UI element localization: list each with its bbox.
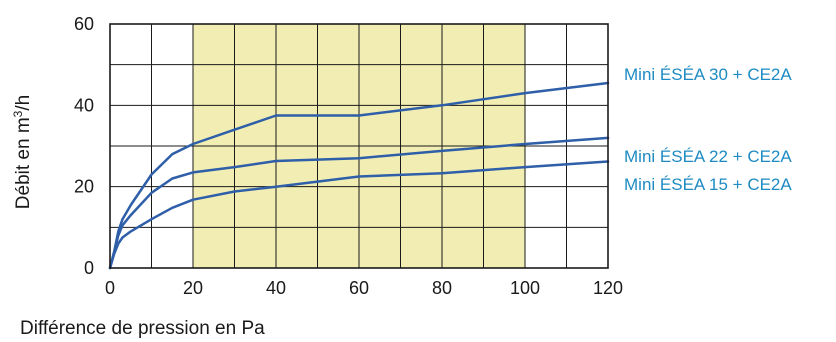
x-tick-label: 80 bbox=[432, 278, 452, 298]
y-axis-title-superscript: 3 bbox=[11, 110, 25, 117]
x-tick-label: 60 bbox=[349, 278, 369, 298]
series-line-3 bbox=[108, 160, 610, 270]
y-axis-title-main: Débit en m bbox=[13, 117, 34, 209]
x-tick-label: 0 bbox=[105, 278, 115, 298]
x-tick-label: 40 bbox=[266, 278, 286, 298]
series-label-1: Mini ÉSÉA 30 + CE2A bbox=[624, 65, 792, 84]
y-tick-label: 0 bbox=[84, 258, 94, 278]
y-axis-title: Débit en m3/h bbox=[11, 95, 34, 209]
x-tick-label: 100 bbox=[510, 278, 540, 298]
y-axis-title-unit: /h bbox=[13, 95, 34, 111]
series-line-1 bbox=[108, 81, 610, 270]
x-tick-label: 20 bbox=[183, 278, 203, 298]
plot-frame bbox=[109, 23, 609, 269]
y-tick-label: 60 bbox=[74, 14, 94, 34]
x-axis-title: Différence de pression en Pa bbox=[20, 318, 265, 339]
y-tick-label: 20 bbox=[74, 177, 94, 197]
y-tick-label: 40 bbox=[74, 95, 94, 115]
series-label-2: Mini ÉSÉA 22 + CE2A bbox=[624, 147, 792, 166]
x-tick-label: 120 bbox=[593, 278, 623, 298]
series-line-2 bbox=[108, 136, 610, 270]
series-label-3: Mini ÉSÉA 15 + CE2A bbox=[624, 175, 792, 194]
